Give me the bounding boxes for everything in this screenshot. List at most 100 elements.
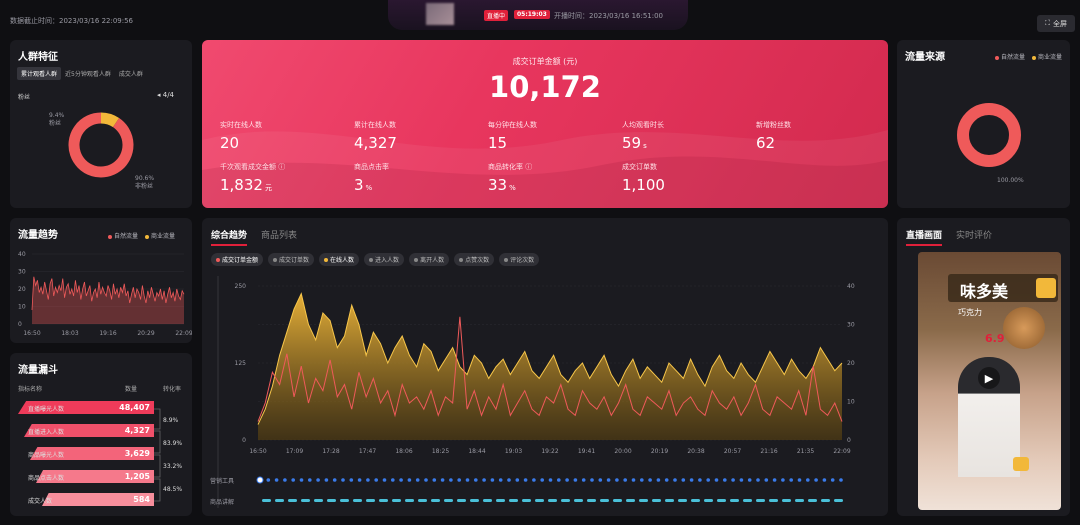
audience-subtitle: 粉丝 — [18, 94, 31, 101]
traffic-source-legend: 自然流量 商业流量 — [995, 52, 1062, 61]
kpi-label: 商品转化率 ⓘ — [488, 163, 533, 171]
product-segment — [769, 499, 778, 502]
marketing-dot — [540, 478, 544, 482]
chip-dot — [273, 257, 278, 262]
marketing-dot — [324, 478, 329, 482]
funnel-bar: 4,327 — [24, 424, 154, 437]
metric-chip[interactable]: 评论次数 — [499, 253, 540, 266]
kpi-label: 商品点击率 — [354, 163, 389, 171]
kpi-item: 实时在线人数 20 — [220, 120, 262, 152]
brand-logo — [1036, 278, 1056, 298]
marketing-dot — [274, 478, 279, 482]
funnel-name: 直播曝光人数 — [28, 406, 65, 413]
product-segment — [808, 499, 817, 502]
marketing-dot — [490, 478, 495, 482]
x-tick: 16:50 — [23, 330, 40, 337]
marketing-dot — [706, 478, 710, 482]
kpi-unit: % — [509, 184, 516, 192]
marketing-dot — [523, 478, 528, 482]
marketing-dot — [308, 478, 312, 482]
audience-donut-chart: 9.4%粉丝 90.6%非粉丝 — [49, 112, 154, 190]
product-segment — [288, 499, 297, 502]
chevron-left-icon[interactable]: ◂ — [157, 91, 161, 99]
top-bar: 数据截止时间：2023/03/16 22:09:56 直播中 05:19:03 … — [0, 0, 1080, 36]
chip-label: 评论次数 — [510, 257, 535, 264]
chip-label: 成交订单数 — [279, 257, 310, 264]
marketing-dot — [507, 478, 511, 482]
x-tick: 18:03 — [61, 330, 78, 337]
product-segment — [275, 499, 284, 502]
play-icon[interactable]: ▶ — [978, 367, 1000, 389]
product-segment — [652, 499, 661, 502]
kpi-value: 1,100 — [622, 176, 665, 194]
overlay-title: 味多美 — [960, 282, 1009, 301]
metric-chip[interactable]: 在线人数 — [319, 253, 360, 266]
chip-label: 成交订单金额 — [222, 257, 259, 264]
product-segment — [834, 499, 843, 502]
tab-cumulative[interactable]: 累计观看人群 — [17, 67, 62, 80]
marketing-dot — [723, 478, 727, 482]
live-video[interactable]: 味多美 巧克力 6.9 ▶ — [918, 252, 1061, 510]
kpi-value: 62 — [756, 134, 776, 152]
kpi-value: 33% — [488, 176, 516, 194]
marketing-dot — [256, 476, 264, 484]
marketing-dot — [440, 478, 445, 482]
kpi-item: 商品点击率 3% — [354, 162, 389, 194]
funnel-panel: 流量漏斗 指标名称 数量 转化率 48,407 直播曝光人数 4,327 直播进入人数… — [10, 353, 192, 516]
marketing-dot — [341, 478, 345, 482]
product-segment — [392, 499, 401, 502]
marketing-dot — [332, 478, 337, 482]
marketing-dot — [606, 478, 611, 482]
audience-tabs: 累计观看人群 近5分钟观看人群 成交人群 — [17, 67, 147, 80]
product-segment — [483, 499, 492, 502]
metric-chip[interactable]: 点赞次数 — [454, 253, 495, 266]
chip-dot — [504, 257, 509, 262]
metric-chip[interactable]: 离开人数 — [409, 253, 450, 266]
marketing-dot — [449, 478, 453, 482]
cart-icon[interactable] — [1013, 457, 1029, 471]
main-tabs: 综合趋势 商品列表 — [211, 228, 297, 246]
donut-product — [1003, 307, 1045, 349]
metric-chip[interactable]: 成交订单金额 — [211, 253, 264, 266]
marketing-dot — [424, 478, 428, 482]
kpi-item: 人均观看时长 59 s — [622, 120, 664, 152]
series-area-online — [258, 293, 842, 440]
x-tick: 20:00 — [614, 448, 631, 455]
metric-chip[interactable]: 成交订单数 — [268, 253, 315, 266]
y-right-tick: 10 — [847, 399, 855, 406]
tab-recent5[interactable]: 近5分钟观看人群 — [65, 71, 111, 78]
marketing-dot — [465, 478, 470, 482]
marketing-dot — [789, 478, 793, 482]
live-tabs: 直播画面 实时评价 — [906, 228, 992, 246]
tab-product-list[interactable]: 商品列表 — [261, 231, 298, 241]
track-label: 营销工具 — [210, 477, 234, 485]
kpi-wave-decoration — [202, 130, 888, 208]
product-segment — [756, 499, 765, 502]
marketing-dot — [756, 478, 760, 482]
x-tick: 17:28 — [322, 448, 339, 455]
headline-label: 成交订单金额 (元) — [512, 57, 578, 66]
chip-label: 点赞次数 — [465, 257, 490, 264]
funnel-bar: 584 — [42, 493, 154, 506]
fullscreen-button[interactable]: ⛶ 全屏 — [1037, 15, 1075, 32]
tab-live-view[interactable]: 直播画面 — [906, 228, 943, 246]
metric-chip[interactable]: 进入人数 — [364, 253, 405, 266]
product-segment — [418, 499, 427, 502]
tab-overall-trend[interactable]: 综合趋势 — [211, 228, 248, 246]
tab-live-reviews[interactable]: 实时评价 — [956, 231, 993, 241]
x-tick: 17:09 — [286, 448, 303, 455]
live-status-header: 直播中 05:19:03 开播时间：2023/03/16 16:51:00 — [388, 0, 688, 30]
live-duration: 05:19:03 — [514, 10, 550, 19]
series-line-online — [257, 292, 843, 425]
marketing-dot — [349, 478, 354, 482]
marketing-dot — [673, 478, 677, 482]
audience-pager[interactable]: ◂ 4/4 — [157, 91, 174, 99]
x-tick: 21:16 — [760, 448, 777, 455]
x-tick: 18:06 — [395, 448, 412, 455]
marketing-dot — [839, 478, 843, 482]
marketing-dot — [830, 478, 835, 482]
marketing-dot — [407, 478, 412, 482]
tab-buyers[interactable]: 成交人群 — [118, 71, 143, 78]
kpi-label: 累计在线人数 — [354, 121, 396, 129]
y-tick: 10 — [18, 304, 26, 311]
